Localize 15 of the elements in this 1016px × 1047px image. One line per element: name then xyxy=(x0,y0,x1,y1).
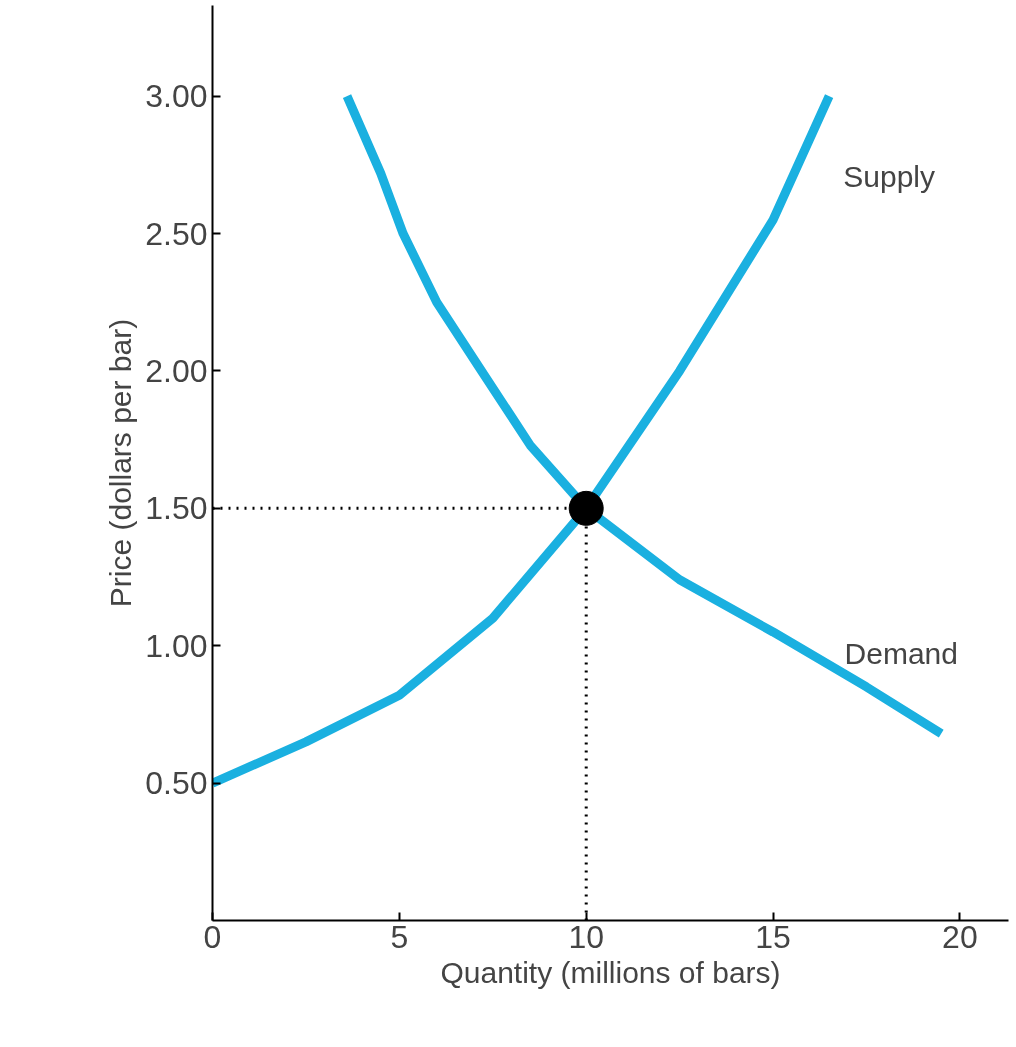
y-tick-label: 2.50 xyxy=(145,215,208,252)
y-tick-label: 3.00 xyxy=(145,78,208,115)
x-tick-label: 10 xyxy=(568,918,605,955)
x-tick-label: 20 xyxy=(942,918,978,955)
y-tick-label: 2.00 xyxy=(145,352,208,389)
y-tick-label: 1.50 xyxy=(145,490,208,527)
x-tick-label: 5 xyxy=(390,918,409,955)
x-axis-title: Quantity (millions of bars) xyxy=(440,955,781,989)
series-label: Demand xyxy=(844,637,958,671)
y-tick-label: 1.00 xyxy=(145,627,208,664)
series-label: Supply xyxy=(843,159,935,193)
y-axis-title: Price (dollars per bar) xyxy=(104,318,138,608)
x-tick-label: 15 xyxy=(755,918,791,955)
x-tick-label: 0 xyxy=(203,918,222,955)
y-tick-label: 0.50 xyxy=(145,765,208,802)
